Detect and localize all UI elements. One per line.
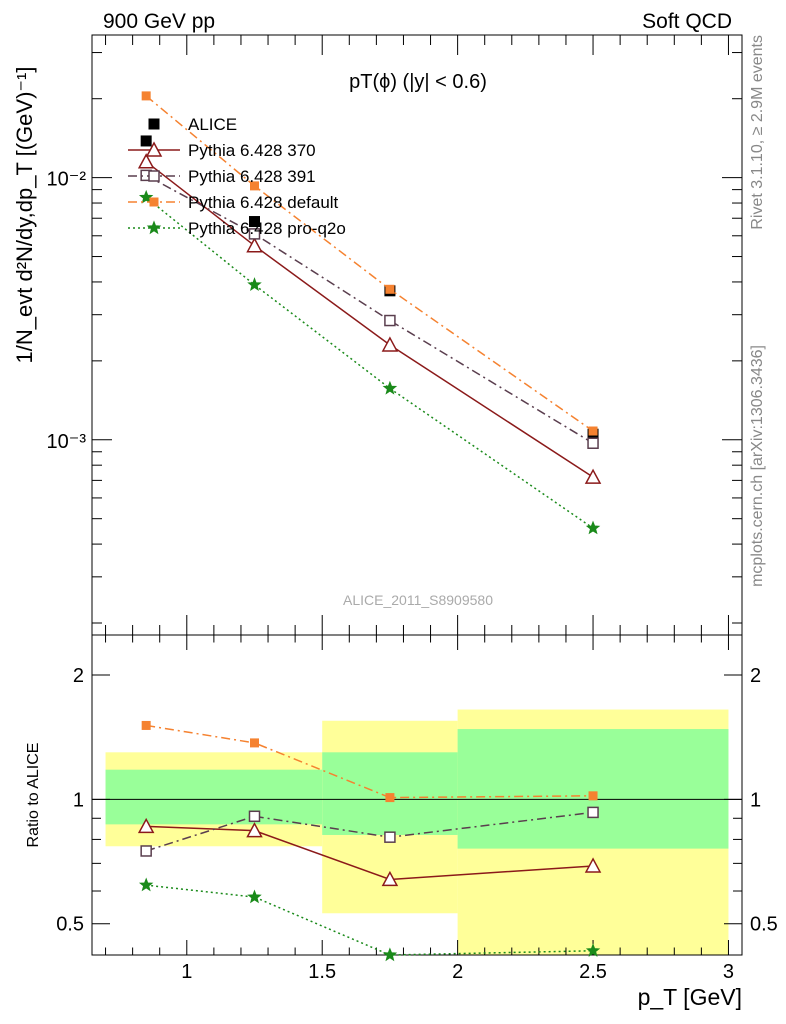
main-line-2 [145,174,594,444]
x-tick-label: 1 [181,961,192,983]
main-series-group [137,91,602,535]
x-tick-label: 2 [452,961,463,983]
rivet-version-label: Rivet 3.1.10, ≥ 2.9M events [749,35,766,230]
main-point-2-1 [248,228,261,240]
main-axis-ticks: 10⁻³10⁻²10⁻¹ [47,35,742,635]
x-tick-label: 3 [723,961,734,983]
ratio-series-group [137,720,602,962]
main-point-0-1 [249,216,260,228]
main-point-3-2 [385,284,395,294]
ratio-y-tick-label: 1 [73,789,84,811]
legend-label-3: Pythia 6.428 default [188,193,339,212]
ratio-point-3-2 [382,947,398,962]
main-y-tick-label: 10⁻³ [47,431,87,453]
ratio-uncertainty-bands [92,709,742,955]
ratio-point-2-1 [250,738,259,748]
legend-label-0: ALICE [188,115,237,134]
main-point-4-0 [138,189,154,204]
x-tick-label: 1.5 [308,961,336,983]
x-axis-label: p_T [GeV] [638,984,742,1010]
ratio-point-3-3 [585,943,601,957]
ratio-point-1-2 [384,831,396,843]
main-point-1-3 [584,468,602,484]
ratio-point-0-3 [584,857,602,873]
ratio-point-1-1 [248,810,261,823]
legend-marker-0 [148,118,160,130]
legend-marker-4 [146,220,162,235]
main-point-4-1 [247,277,262,291]
ratio-point-0-1 [246,822,263,838]
ratio-y-axis-label: Ratio to ALICE [25,743,42,848]
ratio-point-0-2 [381,870,399,887]
main-line-3 [145,95,594,432]
legend-marker-2 [148,170,160,182]
x-tick-label: 2.5 [579,961,607,983]
main-point-0-0 [140,135,152,147]
ratio-panel-frame [91,634,743,956]
main-point-4-2 [382,380,398,395]
analysis-label: ALICE_2011_S8909580 [343,592,493,608]
green-band-0 [105,769,323,825]
legend: ALICE Pythia 6.428 370 Pythia 6.428 391 Pyt… [128,115,346,238]
ratio-y-tick-label: 2 [73,665,84,687]
legend-label-1: Pythia 6.428 370 [188,141,316,160]
ratio-axis-ticks: 1 1.5 2 2.5 3 0.5 0.5 1 1 2 2 [56,635,778,983]
ratio-point-3-0 [138,877,154,892]
ratio-point-2-2 [385,793,395,803]
main-y-tick-label: 10⁻² [47,169,87,191]
legend-marker-3 [149,197,159,207]
main-point-3-0 [141,91,151,101]
green-band-2 [457,729,729,849]
ratio-y-tick-label-right: 2 [750,665,761,687]
legend-label-2: Pythia 6.428 391 [188,167,316,186]
ratio-point-1-0 [140,845,152,857]
ratio-point-1-3 [587,806,599,819]
main-point-2-3 [587,437,599,449]
main-point-1-2 [381,336,399,352]
ratio-point-2-3 [588,791,598,801]
ratio-point-3-1 [247,889,262,904]
main-point-1-0 [137,153,155,169]
ratio-y-tick-label: 0.5 [56,914,84,936]
main-point-1-1 [246,237,263,253]
ratio-line-0 [146,825,594,881]
main-point-3-3 [588,426,598,436]
chart-title: pT(ϕ) (|y| < 0.6) [349,71,487,93]
main-y-axis-label: 1/N_evt d²N/dy,dp_T [(GeV)⁻¹] [12,67,37,364]
ratio-point-2-0 [141,720,151,730]
header-energy: 900 GeV pp [103,10,215,33]
mcplots-source-label: mcplots.cern.ch [arXiv:1306.3436] [749,345,766,587]
main-line-1 [145,161,594,478]
header-category: Soft QCD [642,10,732,33]
legend-marker-1 [145,141,163,157]
main-point-4-3 [585,520,601,535]
main-line-4 [145,196,594,529]
ratio-y-tick-label-right: 1 [750,789,761,811]
ratio-point-0-0 [137,817,155,834]
main-point-2-2 [384,314,396,327]
ratio-y-tick-label-right: 0.5 [750,914,778,936]
legend-label-4: Pythia 6.428 pro-q2o [188,219,346,238]
main-point-3-1 [250,181,259,191]
